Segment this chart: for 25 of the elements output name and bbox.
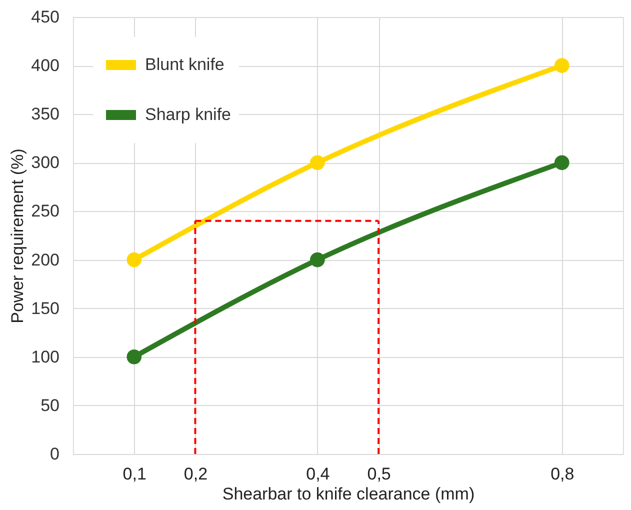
point (554, 155, 570, 170)
y-tick-label: 100 (31, 347, 60, 366)
point (126, 349, 142, 364)
y-tick-label: 150 (31, 298, 60, 318)
legend-label: Blunt knife (145, 55, 224, 74)
x-tick-label: 0,1 (122, 464, 146, 484)
point (554, 58, 570, 73)
x-tick-label: 0,8 (550, 464, 574, 484)
point (310, 155, 325, 170)
y-tick-label: 400 (31, 56, 60, 76)
y-tick-label: 300 (31, 153, 60, 172)
y-tick-label: 450 (31, 8, 60, 26)
y-tick-label: 350 (31, 104, 60, 124)
y-tick-label: 200 (31, 250, 60, 270)
legend-label: Sharp knife (145, 105, 231, 124)
x-tick-label: 0,4 (306, 464, 330, 484)
point (310, 252, 325, 268)
y-tick-label: 250 (31, 202, 60, 221)
y-axis-title: Power requirement (%) (8, 148, 28, 324)
point (126, 252, 142, 268)
x-tick-label: 0,2 (184, 464, 208, 484)
y-tick-label: 0 (50, 444, 60, 464)
y-tick-label: 50 (40, 396, 60, 415)
x-tick-label: 0,5 (367, 464, 391, 484)
x-axis-title: Shearbar to knife clearance (mm) (222, 484, 475, 504)
